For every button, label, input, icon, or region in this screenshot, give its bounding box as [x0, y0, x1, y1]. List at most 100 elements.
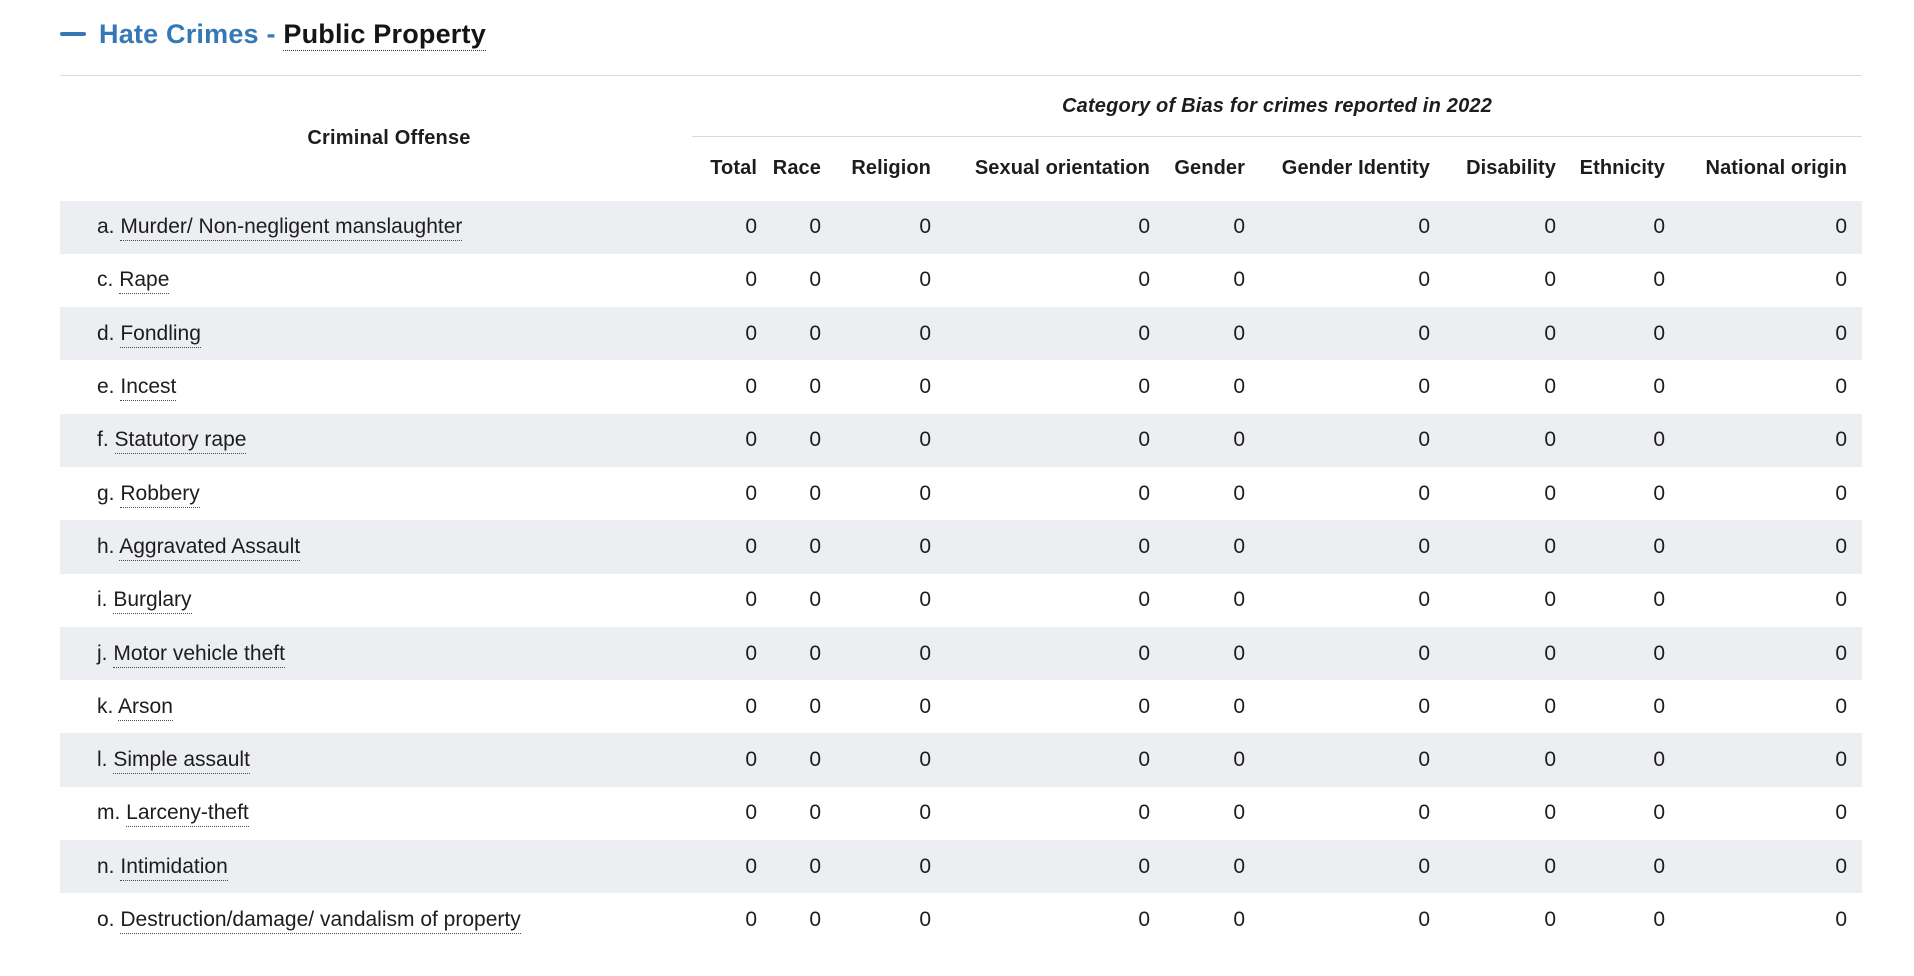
bias-value-cell: 0 [1233, 801, 1245, 825]
bias-value-cell: 0 [1544, 215, 1556, 239]
bias-value-cell: 0 [1418, 268, 1430, 292]
offense-cell: m. Larceny-theft [60, 787, 692, 840]
bias-value-cell: 0 [1138, 534, 1150, 558]
offense-term-link[interactable]: Robbery [120, 481, 200, 508]
offense-cell: d. Fondling [60, 307, 692, 360]
page-container: Hate Crimes - Public Property Criminal O… [0, 15, 1914, 947]
bias-value-cell: 0 [1418, 534, 1430, 558]
category-of-bias-header: Category of Bias for crimes reported in … [692, 75, 1863, 137]
table-row: c. Rape 0 0 0 0 0 0 0 0 0 [60, 254, 1862, 307]
bias-value-cell: 0 [1233, 375, 1245, 399]
bias-value-cell: 0 [809, 748, 821, 772]
offense-prefix: m. [97, 801, 121, 825]
bias-value-cell: 0 [809, 854, 821, 878]
bias-value-cell: 0 [1835, 481, 1848, 505]
bias-value-cell: 0 [1138, 375, 1150, 399]
offense-term-link[interactable]: Simple assault [113, 748, 250, 775]
bias-value-cell: 0 [1418, 321, 1430, 345]
bias-value-cell: 0 [919, 588, 931, 612]
offense-cell: n. Intimidation [60, 840, 692, 893]
bias-value-cell: 0 [809, 481, 821, 505]
offense-term-link[interactable]: Aggravated Assault [119, 534, 301, 561]
offense-prefix: h. [97, 534, 115, 558]
bias-value-cell: 0 [1835, 428, 1848, 452]
offense-prefix: e. [97, 375, 115, 399]
bias-value-cell: 0 [809, 321, 821, 345]
bias-value-cell: 0 [745, 588, 757, 612]
bias-value-cell: 0 [1418, 854, 1430, 878]
bias-value-cell: 0 [1233, 641, 1245, 665]
bias-value-cell: 0 [1138, 481, 1150, 505]
bias-value-cell: 0 [745, 321, 757, 345]
table-body: a. Murder/ Non-negligent manslaughter 0 0… [60, 200, 1863, 947]
bias-value-cell: 0 [1233, 588, 1245, 612]
group-header-row: Criminal Offense Category of Bias for cr… [60, 75, 1863, 149]
offense-term-link[interactable]: Burglary [113, 588, 192, 615]
column-header: National origin [1705, 157, 1848, 180]
offense-cell: g. Robbery [60, 467, 692, 520]
page-title-link[interactable]: Hate Crimes - [99, 19, 276, 49]
bias-value-cell: 0 [745, 694, 757, 718]
bias-value-cell: 0 [809, 268, 821, 292]
offense-term-link[interactable]: Motor vehicle theft [113, 641, 285, 668]
bias-value-cell: 0 [919, 748, 931, 772]
offense-term-link[interactable]: Arson [118, 694, 173, 721]
bias-value-cell: 0 [1653, 641, 1665, 665]
bias-value-cell: 0 [1138, 321, 1150, 345]
bias-value-cell: 0 [1418, 694, 1430, 718]
offense-term-link[interactable]: Intimidation [120, 854, 228, 881]
bias-value-cell: 0 [1233, 481, 1245, 505]
bias-value-cell: 0 [1653, 748, 1665, 772]
collapse-minus-icon[interactable] [60, 32, 86, 36]
bias-value-cell: 0 [1653, 588, 1665, 612]
bias-value-cell: 0 [745, 481, 757, 505]
table-row: a. Murder/ Non-negligent manslaughter 0 0… [60, 200, 1863, 254]
bias-value-cell: 0 [1835, 908, 1848, 931]
column-header: Religion [851, 157, 931, 180]
column-header: Gender [1174, 157, 1245, 180]
bias-value-cell: 0 [809, 215, 821, 239]
offense-term-link[interactable]: Larceny-theft [126, 801, 249, 828]
column-header: Ethnicity [1579, 157, 1665, 180]
offense-cell: o. Destruction/damage/ vandalism of prop… [60, 893, 692, 946]
bias-value-cell: 0 [1544, 268, 1556, 292]
bias-value-cell: 0 [1835, 641, 1848, 665]
bias-value-cell: 0 [1544, 854, 1556, 878]
bias-value-cell: 0 [1835, 588, 1848, 612]
table-row: m. Larceny-theft 0 0 0 0 0 0 0 0 0 [60, 787, 1862, 840]
offense-term-link[interactable]: Fondling [120, 321, 201, 348]
offense-term-link[interactable]: Rape [119, 268, 170, 295]
bias-value-cell: 0 [1138, 428, 1150, 452]
bias-value-cell: 0 [745, 534, 757, 558]
offense-term-link[interactable]: Murder/ Non-negligent manslaughter [120, 215, 463, 242]
bias-value-cell: 0 [745, 375, 757, 399]
column-header: Total [710, 157, 757, 180]
bias-value-cell: 0 [1233, 748, 1245, 772]
bias-value-cell: 0 [1835, 534, 1848, 558]
bias-value-cell: 0 [1653, 215, 1665, 239]
offense-prefix: l. [97, 748, 108, 772]
offense-prefix: o. [97, 908, 115, 931]
bias-value-cell: 0 [1544, 641, 1556, 665]
offense-term-link[interactable]: Incest [120, 375, 177, 402]
bias-value-cell: 0 [1138, 908, 1150, 931]
bias-value-cell: 0 [745, 854, 757, 878]
column-header: Gender Identity [1281, 157, 1430, 180]
bias-value-cell: 0 [1653, 375, 1665, 399]
bias-value-cell: 0 [1653, 801, 1665, 825]
bias-value-cell: 0 [1653, 854, 1665, 878]
offense-term-link[interactable]: Statutory rape [114, 428, 247, 455]
bias-value-cell: 0 [1138, 588, 1150, 612]
bias-value-cell: 0 [1138, 694, 1150, 718]
bias-value-cell: 0 [745, 801, 757, 825]
bias-value-cell: 0 [1653, 534, 1665, 558]
bias-value-cell: 0 [1653, 694, 1665, 718]
offense-cell: f. Statutory rape [60, 414, 692, 467]
bias-value-cell: 0 [809, 428, 821, 452]
bias-value-cell: 0 [1544, 588, 1556, 612]
page-title-term[interactable]: Public Property [283, 19, 486, 51]
table-row: k. Arson 0 0 0 0 0 0 0 0 0 [60, 680, 1862, 733]
bias-value-cell: 0 [1544, 748, 1556, 772]
offense-term-link[interactable]: Destruction/damage/ vandalism of propert… [120, 908, 521, 934]
bias-value-cell: 0 [1138, 268, 1150, 292]
